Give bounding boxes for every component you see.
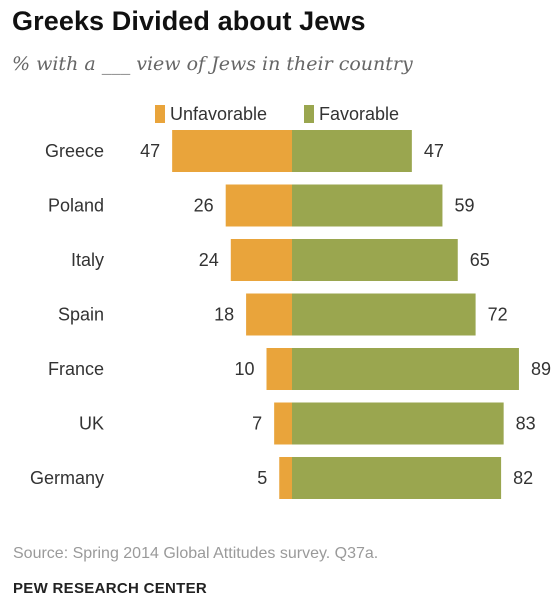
value-label-unfavorable-greece: 47 [140, 141, 160, 161]
bar-unfavorable-spain [246, 293, 292, 336]
bar-favorable-greece [292, 130, 412, 172]
bar-unfavorable-poland [225, 184, 292, 227]
bar-unfavorable-germany [279, 457, 292, 499]
value-label-favorable-germany: 82 [513, 468, 533, 488]
chart-title: Greeks Divided about Jews [12, 6, 366, 36]
value-label-unfavorable-poland: 26 [194, 196, 214, 216]
category-label-germany: Germany [30, 468, 104, 488]
value-label-unfavorable-france: 10 [234, 359, 254, 379]
value-label-favorable-poland: 59 [454, 196, 474, 216]
chart-rows: Greece 47 47 Poland 26 59 Italy 24 65 Spain 18 72 Fr… [30, 130, 551, 499]
bar-favorable-uk [292, 402, 504, 445]
organization-credit: PEW RESEARCH CENTER [13, 580, 208, 597]
bar-favorable-poland [292, 184, 443, 227]
category-label-spain: Spain [58, 305, 104, 325]
bar-favorable-spain [292, 293, 476, 336]
legend-label-unfavorable: Unfavorable [170, 104, 267, 124]
category-label-greece: Greece [45, 141, 104, 161]
category-label-france: France [48, 359, 104, 379]
bar-favorable-italy [292, 239, 458, 281]
legend: Unfavorable Favorable [155, 104, 399, 124]
chart-subtitle: % with a ___ view of Jews in their count… [12, 53, 413, 75]
category-label-italy: Italy [71, 250, 104, 270]
bar-unfavorable-france [266, 348, 292, 390]
value-label-unfavorable-spain: 18 [214, 305, 234, 325]
value-label-favorable-spain: 72 [488, 305, 508, 325]
legend-swatch-unfavorable [155, 105, 165, 123]
bar-unfavorable-greece [172, 130, 292, 172]
bar-favorable-germany [292, 457, 502, 499]
source-note: Source: Spring 2014 Global Attitudes sur… [13, 545, 379, 562]
value-label-unfavorable-germany: 5 [257, 468, 267, 488]
bar-favorable-france [292, 348, 519, 390]
value-label-unfavorable-italy: 24 [199, 250, 219, 270]
bar-unfavorable-italy [230, 239, 292, 281]
value-label-favorable-france: 89 [531, 359, 551, 379]
legend-swatch-favorable [304, 105, 314, 123]
category-label-poland: Poland [48, 196, 104, 216]
category-label-uk: UK [79, 414, 104, 434]
bar-unfavorable-uk [274, 402, 292, 445]
legend-label-favorable: Favorable [319, 104, 399, 124]
value-label-favorable-uk: 83 [516, 414, 536, 434]
diverging-bar-chart: Unfavorable Favorable Greece 47 47 Poland 26 5… [30, 104, 551, 499]
value-label-unfavorable-uk: 7 [252, 414, 262, 434]
value-label-favorable-italy: 65 [470, 250, 490, 270]
value-label-favorable-greece: 47 [424, 141, 444, 161]
